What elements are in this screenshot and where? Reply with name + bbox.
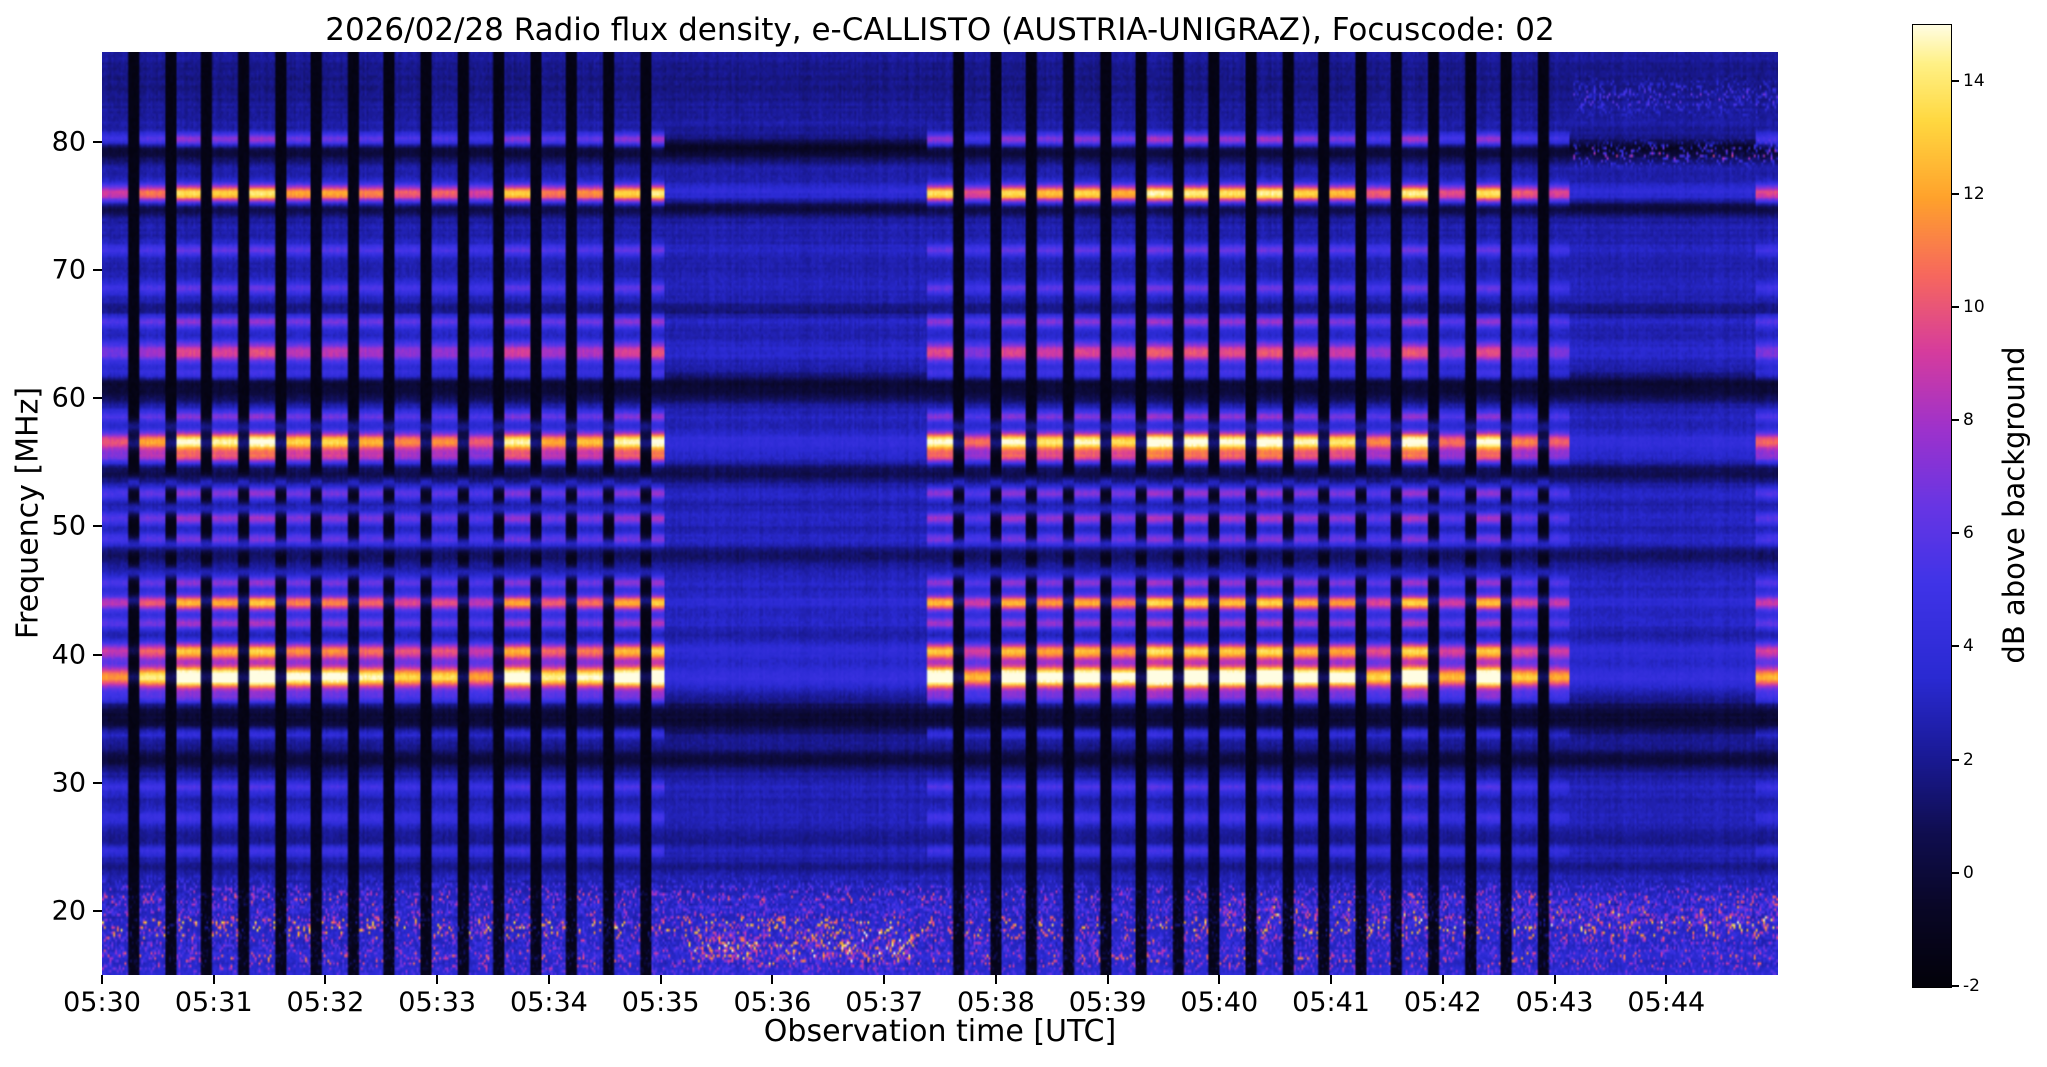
y-tick-mark (93, 525, 102, 528)
colorbar-tick-mark (1952, 645, 1959, 648)
x-tick-label: 05:41 (1292, 987, 1370, 1018)
x-tick-mark (1330, 975, 1333, 984)
x-axis-label: Observation time [UTC] (763, 1014, 1117, 1049)
y-tick-label: 70 (51, 254, 86, 286)
y-tick-label: 60 (51, 382, 86, 414)
x-tick-mark (883, 975, 886, 984)
y-tick-mark (93, 909, 102, 912)
colorbar-tick-mark (1952, 871, 1959, 874)
x-tick-mark (547, 975, 550, 984)
colorbar-tick-mark (1952, 419, 1959, 422)
colorbar-tick-label: 14 (1963, 70, 1985, 91)
chart-title: 2026/02/28 Radio flux density, e-CALLIST… (325, 12, 1555, 48)
colorbar-tick-mark (1952, 532, 1959, 535)
x-tick-label: 05:35 (621, 987, 700, 1018)
x-tick-mark (324, 975, 327, 984)
colorbar-tick-label: 12 (1963, 183, 1985, 204)
colorbar-tick-mark (1952, 985, 1959, 987)
y-tick-label: 20 (51, 895, 86, 927)
colorbar-tick-label: -2 (1963, 976, 1980, 996)
x-tick-mark (659, 975, 662, 984)
spectrogram-canvas (102, 52, 1778, 975)
y-tick-label: 80 (51, 126, 86, 158)
x-tick-mark (101, 975, 103, 984)
x-tick-label: 05:32 (286, 987, 365, 1018)
x-tick-mark (1218, 975, 1221, 984)
x-tick-label: 05:36 (733, 987, 812, 1018)
colorbar-tick-label: 8 (1963, 410, 1974, 431)
colorbar-tick-label: 4 (1963, 636, 1974, 657)
x-tick-mark (994, 975, 997, 984)
y-tick-mark (93, 653, 102, 656)
x-tick-label: 05:43 (1515, 987, 1594, 1018)
colorbar-canvas (1912, 24, 1952, 988)
y-tick-mark (93, 781, 102, 784)
colorbar-tick-mark (1952, 79, 1959, 82)
x-tick-mark (1106, 975, 1109, 984)
y-tick-mark (93, 397, 102, 400)
y-tick-label: 30 (51, 767, 86, 799)
x-tick-label: 05:30 (63, 987, 141, 1018)
x-tick-mark (436, 975, 439, 984)
colorbar-tick-label: 2 (1963, 749, 1974, 770)
y-tick-mark (93, 268, 102, 271)
x-tick-label: 05:31 (174, 987, 253, 1018)
colorbar-tick-mark (1952, 192, 1959, 195)
colorbar-tick-mark (1952, 758, 1959, 761)
colorbar-tick-label: 10 (1963, 296, 1985, 317)
x-tick-label: 05:42 (1403, 987, 1482, 1018)
x-tick-mark (1441, 975, 1444, 984)
colorbar-tick-mark (1952, 305, 1959, 308)
y-tick-mark (93, 140, 102, 143)
x-tick-label: 05:34 (510, 987, 588, 1018)
colorbar-tick-label: 6 (1963, 523, 1974, 544)
x-tick-label: 05:38 (956, 987, 1035, 1018)
y-tick-label: 40 (51, 639, 86, 670)
x-tick-label: 05:37 (845, 987, 924, 1018)
x-tick-mark (1553, 975, 1556, 984)
colorbar-tick-label: 0 (1963, 862, 1974, 883)
colorbar-label: dB above background (1997, 346, 2031, 664)
y-tick-label: 50 (51, 510, 86, 542)
x-tick-mark (212, 975, 215, 984)
x-tick-label: 05:44 (1627, 987, 1706, 1018)
x-tick-label: 05:39 (1068, 987, 1147, 1018)
x-tick-mark (771, 975, 774, 984)
x-tick-mark (1665, 975, 1668, 984)
x-tick-label: 05:33 (398, 987, 477, 1018)
x-tick-label: 05:40 (1180, 987, 1259, 1018)
